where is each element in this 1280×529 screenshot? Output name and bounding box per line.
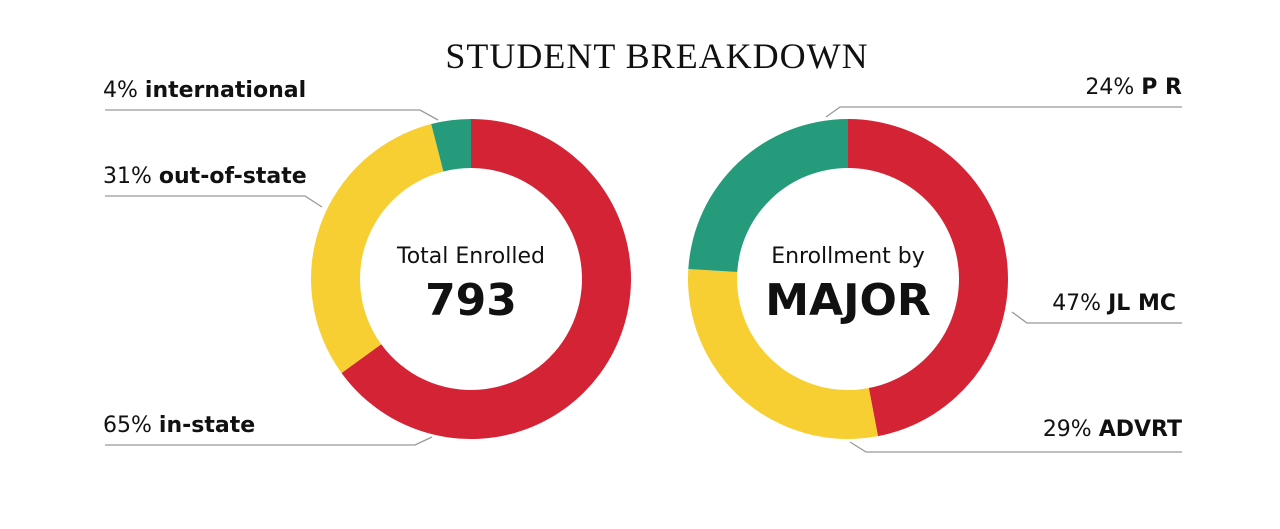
slice-space (152, 413, 159, 438)
slice-value-label: 47% (1052, 291, 1101, 316)
slice-value-label: 24% (1085, 75, 1134, 100)
slice-label: 47% JL MC (1052, 291, 1176, 316)
slice-label: 65% in-state (103, 413, 255, 438)
donut-slice (688, 119, 848, 273)
leader-line (849, 441, 1182, 453)
slice-space (152, 164, 159, 189)
leader-line (105, 109, 439, 121)
slice-space (1134, 75, 1141, 100)
donut-slice (848, 119, 1009, 437)
leader-line (105, 195, 323, 208)
center-label: Total Enrolled (396, 244, 545, 269)
slice-value-label: 4% (103, 78, 138, 103)
page-title: STUDENT BREAKDOWN (445, 36, 868, 76)
donut-slice (431, 119, 471, 172)
slice-label: 31% out-of-state (103, 164, 307, 189)
center-value: 793 (425, 275, 517, 326)
donut-slice (688, 268, 878, 439)
slice-space (1101, 291, 1108, 316)
slice-space (138, 78, 145, 103)
center-value: MAJOR (765, 275, 931, 326)
slice-space (1092, 417, 1099, 442)
donut-slice (341, 119, 631, 439)
slice-label: 4% international (103, 78, 306, 103)
leader-line (105, 436, 433, 446)
center-label: Enrollment by (771, 244, 925, 269)
slice-label: 24% P R (1085, 75, 1182, 100)
leader-line (825, 106, 1182, 118)
slice-label: 29% ADVRT (1043, 417, 1182, 442)
slice-name: ADVRT (1099, 417, 1182, 442)
leader-line (1011, 311, 1182, 324)
slice-value-label: 65% (103, 413, 152, 438)
donut-slice (311, 124, 444, 374)
slice-name: P R (1141, 75, 1182, 100)
slice-name: out-of-state (159, 164, 307, 189)
slice-value-label: 29% (1043, 417, 1092, 442)
slice-value-label: 31% (103, 164, 152, 189)
slice-name: JL MC (1106, 291, 1176, 316)
slice-name: international (145, 78, 306, 103)
slice-name: in-state (159, 413, 255, 438)
